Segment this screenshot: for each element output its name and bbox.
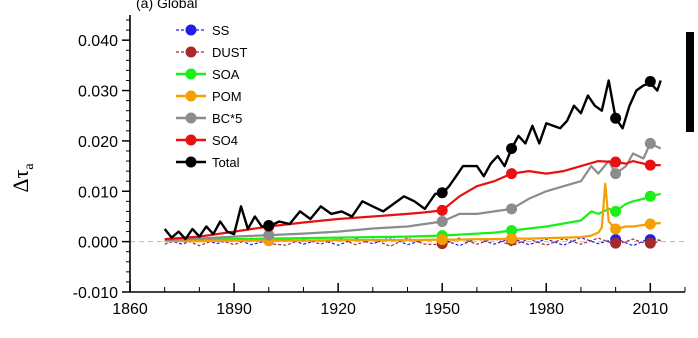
series-marker-so4	[506, 168, 518, 180]
series-marker-bc-5	[436, 215, 448, 227]
x-tick-label: 2010	[633, 301, 669, 318]
x-tick-label: 1950	[424, 301, 460, 318]
series-marker-dust	[610, 237, 622, 249]
legend-marker-total	[185, 156, 197, 168]
y-tick-label: 0.000	[78, 235, 118, 252]
y-tick-label: 0.040	[78, 33, 118, 50]
series-marker-total	[263, 220, 275, 232]
series-marker-soa	[644, 190, 656, 202]
legend-label-total: Total	[212, 155, 240, 170]
series-marker-total	[506, 142, 518, 154]
legend-marker-dust	[185, 46, 197, 58]
x-tick-label: 1890	[216, 301, 252, 318]
legend-label-pom: POM	[212, 89, 242, 104]
legend-marker-ss	[185, 24, 197, 36]
x-tick-label: 1980	[528, 301, 564, 318]
chart-title: (a) Global	[136, 0, 197, 11]
series-marker-total	[644, 75, 656, 87]
series-marker-soa	[610, 205, 622, 217]
series-marker-bc-5	[610, 168, 622, 180]
series-line-soa	[164, 192, 661, 242]
series-marker-total	[436, 187, 448, 199]
y-tick-label: 0.030	[78, 84, 118, 101]
y-tick-label: 0.010	[78, 184, 118, 201]
legend-label-soa: SOA	[212, 67, 240, 82]
series-line-ss	[164, 237, 661, 247]
series-line-so4	[164, 160, 661, 241]
legend-label-so4: SO4	[212, 133, 238, 148]
series-marker-pom	[644, 218, 656, 230]
series-marker-total	[610, 112, 622, 124]
legend-marker-pom	[185, 90, 197, 102]
colorbar-fragment	[686, 32, 694, 132]
legend-label-dust: DUST	[212, 45, 247, 60]
series-marker-so4	[610, 156, 622, 168]
legend-marker-bc-5	[185, 112, 197, 124]
series-marker-so4	[644, 159, 656, 171]
series-marker-so4	[436, 204, 448, 216]
series-marker-pom	[610, 223, 622, 235]
series-marker-pom	[506, 233, 518, 245]
x-tick-label: 1860	[112, 301, 148, 318]
legend-marker-so4	[185, 134, 197, 146]
series-line-bc-5	[164, 142, 662, 242]
legend-marker-soa	[185, 68, 197, 80]
y-axis-label: Δτa	[8, 163, 37, 193]
series-marker-dust	[644, 237, 656, 249]
y-tick-label: 0.020	[78, 134, 118, 151]
series-marker-bc-5	[506, 203, 518, 215]
series-line-dust	[164, 237, 661, 247]
x-tick-label: 1920	[320, 301, 356, 318]
series-marker-pom	[436, 234, 448, 246]
series-marker-bc-5	[263, 229, 275, 241]
series-marker-bc-5	[644, 137, 656, 149]
legend-label-bc-5: BC*5	[212, 111, 242, 126]
y-tick-label: -0.010	[73, 285, 118, 302]
legend-label-ss: SS	[212, 23, 230, 38]
series-marker-soa	[506, 225, 518, 237]
